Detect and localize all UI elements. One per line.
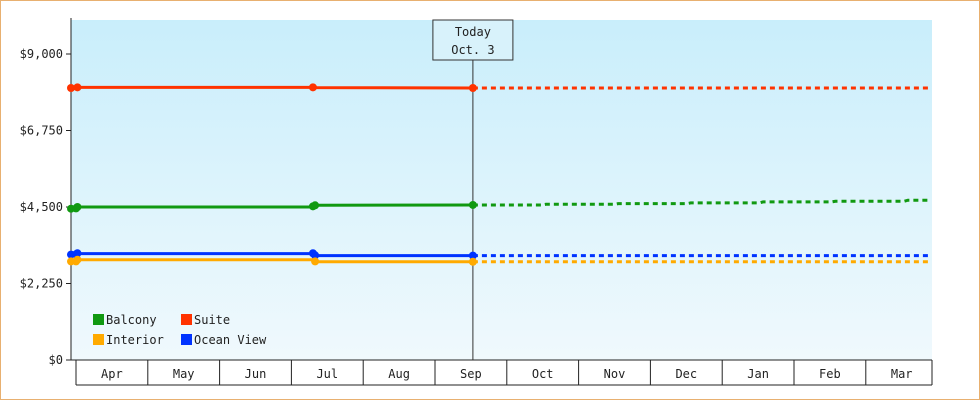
- legend: Balcony Suite Interior Ocean View: [93, 313, 267, 347]
- series-point-interior: [311, 257, 320, 266]
- series-point-balcony: [73, 203, 82, 211]
- x-tick-label: Aug: [388, 367, 410, 381]
- series-point-ocean-view: [73, 249, 82, 258]
- series-point-balcony: [311, 201, 320, 210]
- x-tick-label: Dec: [675, 367, 697, 381]
- series-point-ocean-view: [468, 251, 477, 260]
- legend-swatch-balcony: [93, 314, 104, 325]
- legend-label-interior: Interior: [106, 333, 164, 347]
- today-date: Oct. 3: [451, 43, 494, 57]
- x-tick-label: Apr: [101, 367, 123, 381]
- legend-label-ocean-view: Ocean View: [194, 333, 267, 347]
- series-forecast-balcony: [472, 198, 930, 207]
- x-axis: Apr May Jun Jul Aug Sep Oct Nov Dec Jan Feb Mar: [71, 359, 933, 386]
- x-tick-label: Mar: [891, 367, 913, 381]
- series-point-suite: [73, 83, 82, 92]
- y-tick-label: $4,500: [20, 200, 63, 214]
- today-label: Today: [455, 25, 491, 39]
- x-tick-label: Jul: [316, 367, 338, 381]
- series-point-suite: [308, 83, 317, 92]
- legend-label-balcony: Balcony: [106, 313, 157, 327]
- x-tick-label: Feb: [819, 367, 841, 381]
- series-point-balcony: [468, 200, 477, 209]
- y-tick-label: $6,750: [20, 124, 63, 138]
- legend-swatch-suite: [181, 314, 192, 325]
- x-tick-label: Sep: [460, 367, 482, 381]
- y-tick-label: $0: [49, 353, 63, 367]
- x-tick-label: Oct: [532, 367, 554, 381]
- x-tick-label: Nov: [604, 367, 626, 381]
- y-tick-label: $9,000: [20, 47, 63, 61]
- x-tick-label: Jan: [747, 367, 769, 381]
- today-marker: Today Oct. 3: [432, 19, 514, 360]
- legend-label-suite: Suite: [194, 313, 230, 327]
- y-tick-label: $2,250: [20, 277, 63, 291]
- series-point-suite: [67, 84, 75, 92]
- series-point-suite: [468, 84, 477, 92]
- series-point-interior: [468, 257, 477, 266]
- series-point-interior: [73, 255, 82, 264]
- today-box: [432, 19, 514, 61]
- x-tick-label: Jun: [245, 367, 267, 381]
- plot-background: [71, 20, 932, 360]
- legend-swatch-interior: [93, 334, 104, 345]
- series-point-ocean-view: [311, 251, 320, 260]
- series-line-suite: [71, 85, 473, 90]
- series-lines: [67, 83, 930, 266]
- y-axis: $0 $2,250 $4,500 $6,750 $9,000: [20, 18, 72, 367]
- x-tick-label: May: [173, 367, 195, 381]
- legend-swatch-ocean-view: [181, 334, 192, 345]
